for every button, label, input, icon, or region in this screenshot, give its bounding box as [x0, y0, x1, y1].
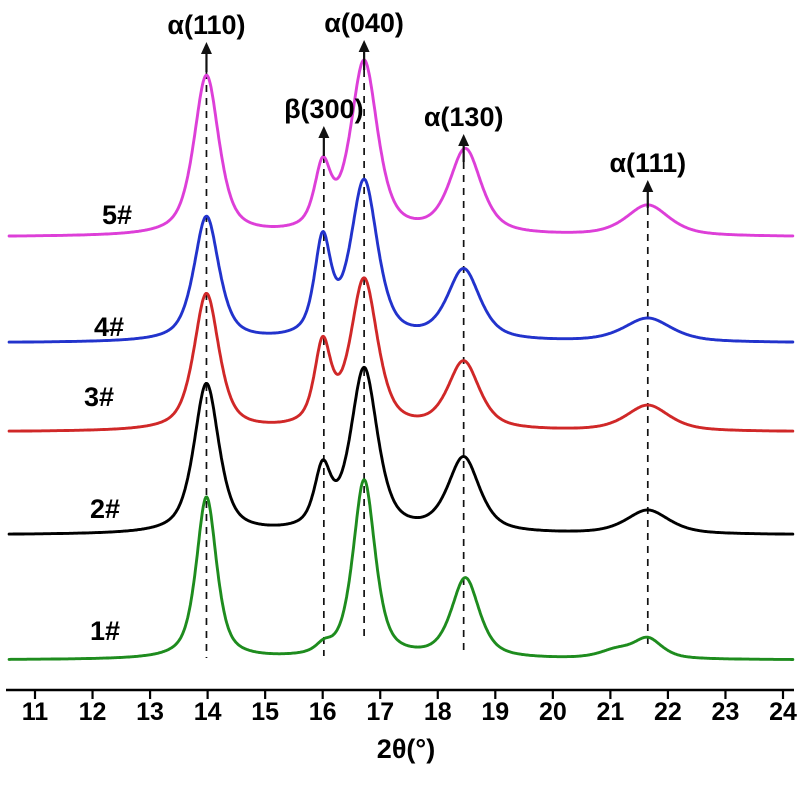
x-tick-label-23: 23: [712, 698, 740, 726]
x-tick-label-22: 22: [654, 698, 682, 726]
series-curve-1: [7, 478, 795, 661]
series-curve-3: [7, 276, 795, 433]
x-tick-label-21: 21: [596, 698, 624, 726]
peak-label-5: α(111): [609, 148, 686, 178]
series-label-3: 3#: [84, 382, 114, 412]
series-curve-4: [7, 177, 795, 344]
series-curve-2: [7, 365, 795, 536]
series-label-2: 2#: [90, 494, 120, 524]
peak-arrow-head-icon-5: [642, 180, 654, 192]
peak-arrow-head-icon-2: [318, 126, 330, 138]
peak-label-3: α(040): [324, 8, 404, 38]
series-label-5: 5#: [102, 200, 132, 230]
peak-arrow-head-icon-1: [200, 42, 212, 54]
series-label-4: 4#: [94, 312, 124, 342]
x-tick-label-18: 18: [424, 698, 452, 726]
x-tick-label-24: 24: [769, 698, 797, 726]
peak-label-2: β(300): [284, 94, 364, 124]
peak-label-4: α(130): [424, 102, 504, 132]
x-tick-label-11: 11: [22, 698, 49, 726]
x-tick-label-16: 16: [309, 698, 337, 726]
peak-arrow-head-icon-3: [358, 40, 370, 52]
x-tick-label-12: 12: [79, 698, 107, 726]
peak-arrow-head-icon-4: [458, 134, 470, 146]
x-tick-label-13: 13: [136, 698, 164, 726]
x-tick-label-19: 19: [481, 698, 509, 726]
x-tick-label-15: 15: [251, 698, 279, 726]
x-tick-label-20: 20: [539, 698, 567, 726]
x-tick-label-14: 14: [194, 698, 222, 726]
x-axis-title: 2θ(°): [377, 734, 435, 764]
series-label-1: 1#: [90, 616, 120, 646]
peak-label-1: α(110): [167, 10, 245, 40]
series-curve-5: [7, 58, 795, 238]
x-tick-label-17: 17: [366, 698, 394, 726]
